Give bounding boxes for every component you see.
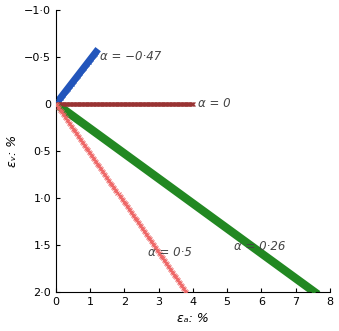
Text: α = −0·47: α = −0·47 — [100, 50, 162, 63]
Text: α = 0·26: α = 0·26 — [234, 240, 285, 253]
Text: α = 0·5: α = 0·5 — [148, 246, 192, 259]
X-axis label: εₐ: %: εₐ: % — [177, 312, 209, 325]
Y-axis label: εᵥ: %: εᵥ: % — [5, 135, 19, 167]
Text: α = 0: α = 0 — [198, 97, 231, 110]
